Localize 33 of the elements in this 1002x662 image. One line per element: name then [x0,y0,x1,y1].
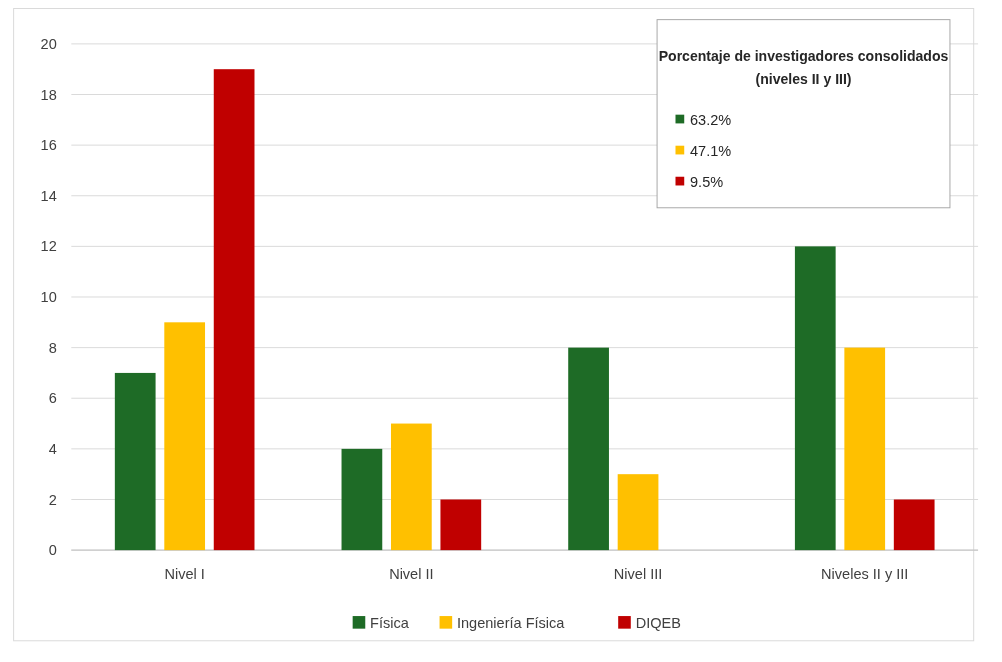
legend-label: DIQEB [635,614,681,631]
bar [390,423,432,551]
bar [213,69,255,551]
bar [568,347,609,551]
x-tick-label: Niveles II y III [821,566,909,583]
y-tick-label: 16 [40,137,57,154]
bar [114,372,156,551]
bar [164,322,206,551]
y-tick-label: 2 [48,491,57,508]
bar [893,499,935,551]
y-tick-label: 14 [40,187,57,204]
y-tick-label: 8 [48,339,57,356]
bar [617,474,659,551]
y-tick-label: 0 [48,542,57,559]
x-tick-label: Nivel II [389,566,434,583]
y-tick-label: 12 [40,238,57,255]
bar [794,246,836,551]
bar [844,347,886,551]
x-tick-label: Nivel III [613,566,663,583]
x-tick-label: Nivel I [164,566,205,583]
bar [341,448,383,551]
legend-label: Ingeniería Física [457,614,566,631]
y-tick-label: 20 [40,35,57,52]
bar [440,499,482,551]
y-tick-label: 4 [48,440,57,457]
y-tick-label: 6 [48,390,57,407]
legend-label: Física [370,614,410,631]
annotation: 47.1% [690,142,732,159]
y-tick-label: 18 [40,86,57,103]
y-tick-label: 10 [40,289,57,306]
annotation: 63.2% [690,111,732,128]
annotation: 9.5% [690,173,724,190]
annotation: Porcentaje de investigadores consolidados (niveles II y III) [658,48,949,87]
